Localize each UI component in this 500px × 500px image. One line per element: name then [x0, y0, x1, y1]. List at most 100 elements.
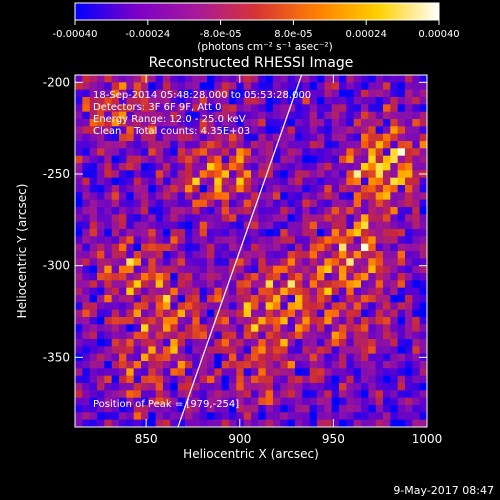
heatmap-cell: [185, 419, 193, 427]
heatmap-cell: [243, 243, 252, 252]
heatmap-cell: [185, 375, 193, 384]
heatmap-cell: [75, 309, 83, 318]
heatmap-cell: [265, 280, 274, 288]
heatmap-cell: [89, 229, 98, 237]
heatmap-cell: [397, 89, 406, 98]
heatmap-cell: [309, 265, 318, 274]
heatmap-cell: [221, 251, 230, 259]
heatmap-cell: [141, 419, 149, 427]
heatmap-cell: [375, 185, 384, 193]
heatmap-cell: [405, 353, 413, 362]
heatmap-cell: [375, 141, 384, 149]
heatmap-cell: [75, 126, 83, 134]
heatmap-cell: [170, 141, 178, 149]
heatmap-cell: [339, 199, 347, 208]
heatmap-cell: [119, 346, 127, 354]
heatmap-cell: [119, 141, 127, 149]
heatmap-cell: [229, 397, 237, 406]
heatmap-cell: [368, 214, 376, 222]
heatmap-cell: [383, 243, 391, 252]
heatmap-cell: [75, 243, 83, 252]
heatmap-cell: [229, 361, 237, 369]
heatmap-cell: [309, 126, 318, 134]
heatmap-cell: [258, 397, 266, 406]
heatmap-cell: [104, 192, 112, 200]
heatmap-cell: [207, 199, 215, 208]
heatmap-cell: [375, 82, 384, 90]
heatmap-cell: [317, 412, 325, 420]
heatmap-cell: [258, 317, 266, 325]
heatmap-cell: [185, 302, 193, 310]
heatmap-cell: [236, 383, 244, 391]
heatmap-cell: [287, 353, 296, 362]
heatmap-cell: [236, 309, 244, 318]
heatmap-cell: [397, 265, 406, 274]
heatmap-cell: [390, 119, 398, 127]
heatmap-cell: [324, 126, 332, 134]
heatmap-cell: [133, 119, 142, 127]
heatmap-cell: [361, 207, 369, 215]
heatmap-cell: [126, 295, 134, 303]
heatmap-cell: [412, 375, 420, 384]
heatmap-cell: [397, 111, 406, 120]
heatmap-cell: [383, 75, 391, 83]
heatmap-cell: [207, 258, 215, 266]
heatmap-cell: [361, 236, 369, 244]
heatmap-cell: [383, 89, 391, 98]
heatmap-cell: [111, 317, 120, 325]
heatmap-cell: [133, 82, 142, 90]
heatmap-cell: [324, 236, 332, 244]
heatmap-cell: [82, 361, 90, 369]
heatmap-cell: [295, 302, 303, 310]
heatmap-cell: [214, 317, 222, 325]
heatmap-cell: [324, 177, 332, 186]
heatmap-cell: [368, 324, 376, 332]
heatmap-cell: [126, 229, 134, 237]
heatmap-cell: [75, 75, 83, 83]
heatmap-cell: [324, 221, 332, 230]
heatmap-cell: [119, 82, 127, 90]
heatmap-cell: [287, 155, 296, 164]
heatmap-cell: [133, 192, 142, 200]
heatmap-cell: [390, 111, 398, 120]
heatmap-cell: [324, 111, 332, 120]
heatmap-cell: [419, 185, 427, 193]
heatmap-cell: [221, 111, 230, 120]
heatmap-cell: [177, 309, 186, 318]
heatmap-cell: [82, 75, 90, 83]
heatmap-cell: [397, 133, 406, 142]
heatmap-cell: [346, 273, 354, 281]
heatmap-cell: [229, 163, 237, 171]
heatmap-cell: [82, 383, 90, 391]
heatmap-cell: [89, 111, 98, 120]
heatmap-cell: [405, 302, 413, 310]
heatmap-cell: [309, 258, 318, 266]
heatmap-cell: [170, 207, 178, 215]
heatmap-cell: [141, 214, 149, 222]
heatmap-cell: [353, 258, 362, 266]
heatmap-cell: [243, 221, 252, 230]
heatmap-cell: [236, 236, 244, 244]
heatmap-cell: [251, 331, 259, 340]
heatmap-cell: [273, 346, 281, 354]
heatmap-cell: [295, 295, 303, 303]
heatmap-cell: [192, 75, 200, 83]
heatmap-cell: [163, 339, 171, 347]
heatmap-cell: [412, 119, 420, 127]
heatmap-cell: [302, 251, 310, 259]
heatmap-cell: [405, 236, 413, 244]
heatmap-cell: [155, 141, 164, 149]
heatmap-cell: [148, 368, 156, 376]
heatmap-cell: [368, 405, 376, 413]
heatmap-cell: [229, 295, 237, 303]
heatmap-cell: [361, 265, 369, 274]
heatmap-cell: [148, 111, 156, 120]
heatmap-cell: [82, 390, 90, 398]
heatmap-cell: [397, 324, 406, 332]
heatmap-cell: [280, 265, 288, 274]
heatmap-cell: [82, 199, 90, 208]
heatmap-cell: [192, 390, 200, 398]
heatmap-cell: [317, 170, 325, 178]
heatmap-cell: [317, 104, 325, 112]
heatmap-cell: [317, 361, 325, 369]
